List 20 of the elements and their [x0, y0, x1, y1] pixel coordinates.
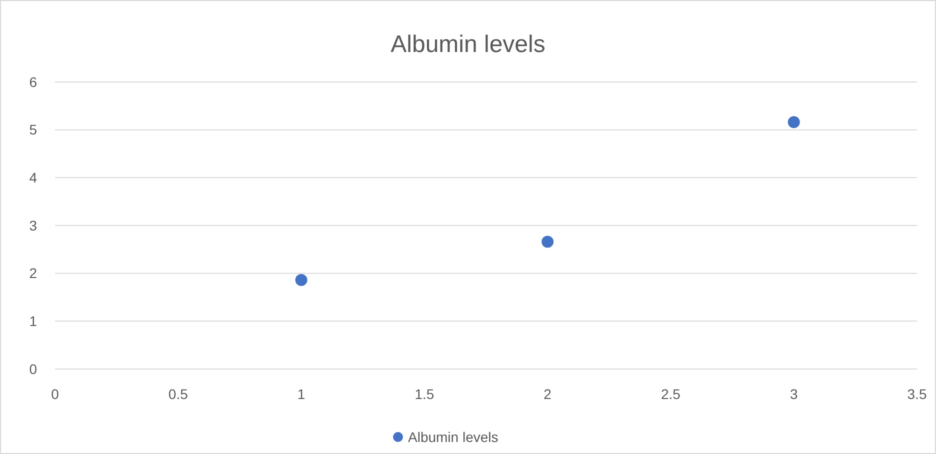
y-tick-label: 1	[29, 313, 38, 330]
x-tick-label: 1	[297, 386, 306, 402]
y-tick-label: 5	[29, 122, 38, 138]
chart-title: Albumin levels	[390, 31, 546, 58]
legend-label: Albumin levels	[408, 429, 498, 445]
x-tick-label: 3.5	[907, 386, 927, 402]
y-tick-label: 6	[29, 74, 38, 90]
y-tick-label: 0	[29, 360, 38, 377]
x-tick-label: 0	[51, 386, 60, 402]
y-tick-label: 3	[29, 217, 38, 234]
point	[788, 116, 800, 128]
y-tick-label: 2	[29, 265, 38, 282]
x-tick-label: 0.5	[168, 386, 188, 402]
y-tick-label: 4	[29, 170, 38, 186]
point	[295, 274, 308, 286]
x-tick-label: 1.5	[414, 386, 434, 402]
point	[542, 236, 554, 248]
x-tick-label: 2	[544, 386, 552, 402]
x-tick-label: 2.5	[660, 386, 681, 402]
x-tick-label: 3	[790, 386, 798, 402]
